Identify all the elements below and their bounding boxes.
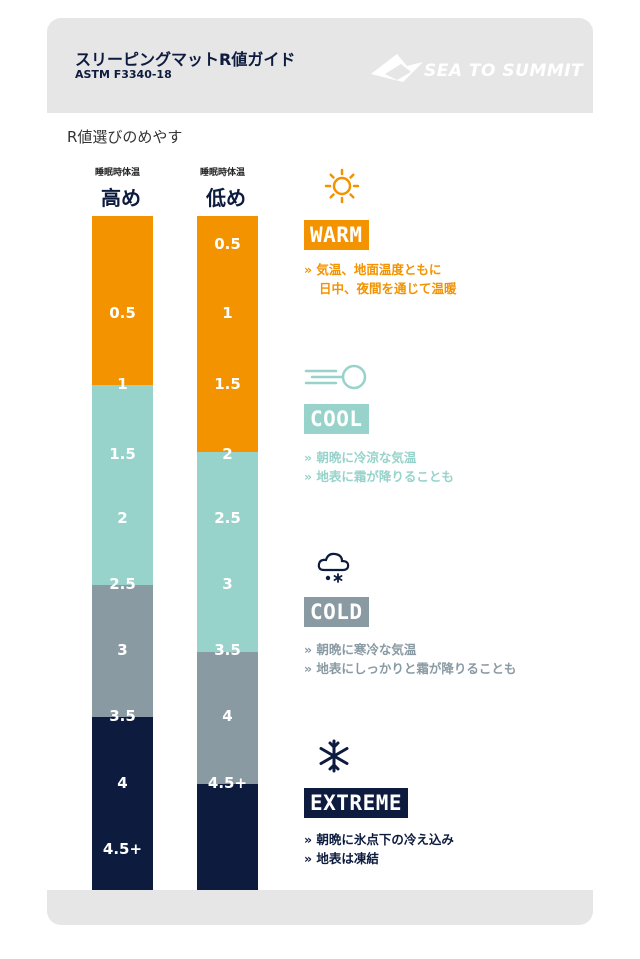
column-2-small-label: 睡眠時体温 [200, 168, 246, 178]
column-1-small-label: 睡眠時体温 [95, 168, 141, 178]
r-value-label: 3.5 [109, 707, 136, 726]
r-value-label: 3.5 [214, 641, 241, 660]
column-2-big-label: 低め [206, 186, 246, 210]
page-title: スリーピングマットR値ガイド [75, 50, 296, 69]
cold-line-1: » 朝晩に寒冷な気温 [304, 642, 417, 657]
r-value-label: 4.5+ [102, 839, 143, 858]
page-subtitle: ASTM F3340-18 [75, 68, 172, 81]
r-value-label: 2.5 [214, 509, 241, 528]
r-value-bar-low: 0.5 1 1.5 2 2.5 3 3.5 4 4.5+ [197, 216, 258, 890]
bar-segment-warm [92, 216, 153, 385]
r-value-label: 2 [117, 509, 128, 528]
mountain-logo-icon [371, 54, 423, 82]
r-value-label: 2 [222, 444, 233, 463]
extreme-badge: EXTREME [304, 788, 409, 818]
wind-icon [304, 364, 367, 390]
logo-text: SEA TO SUMMIT [424, 61, 584, 81]
warm-line-1: » 気温、地面温度ともに [304, 262, 442, 277]
sun-icon [324, 168, 360, 204]
cool-line-1: » 朝晩に冷涼な気温 [304, 450, 417, 465]
extreme-description: » 朝晩に氷点下の冷え込み » 地表は凍結 [304, 830, 454, 868]
cold-badge: COLD [304, 597, 369, 627]
r-value-label: 3 [117, 641, 128, 660]
r-value-bar-high: 0.5 1 1.5 2 2.5 3 3.5 4 4.5+ [92, 216, 153, 890]
r-value-label: 4 [222, 707, 233, 726]
warm-badge: WARM [304, 220, 369, 250]
cloud-snow-icon [317, 552, 350, 583]
bar-segment-cold [197, 652, 258, 785]
extreme-line-2: » 地表は凍結 [304, 851, 379, 866]
warm-description: » 気温、地面温度ともに 日中、夜間を通じて温暖 [304, 260, 457, 298]
cold-line-2: » 地表にしっかりと霜が降りることも [304, 661, 517, 676]
r-value-label: 1.5 [109, 444, 136, 463]
r-value-label: 4.5+ [207, 773, 248, 792]
guide-label: R値選びのめやす [67, 128, 183, 146]
bar-segment-cool [197, 451, 258, 653]
column-1-big-label: 高め [101, 186, 141, 210]
snowflake-icon [319, 739, 349, 773]
bar-segment-cool [92, 384, 153, 586]
cool-badge: COOL [304, 404, 369, 434]
r-value-label: 0.5 [214, 234, 241, 253]
r-value-label: 1 [117, 374, 128, 393]
bar-segment-cold [92, 585, 153, 718]
r-value-label: 1.5 [214, 374, 241, 393]
brand-logo: SEA TO SUMMIT [367, 50, 583, 90]
bar-segment-extreme [92, 717, 153, 890]
cool-description: » 朝晩に冷涼な気温 » 地表に霜が降りることも [304, 448, 454, 486]
r-value-label: 3 [222, 575, 233, 594]
bar-segment-extreme [197, 784, 258, 890]
r-value-label: 2.5 [109, 575, 136, 594]
cool-line-2: » 地表に霜が降りることも [304, 469, 454, 484]
bar-segment-warm [197, 216, 258, 452]
cold-description: » 朝晩に寒冷な気温 » 地表にしっかりと霜が降りることも [304, 640, 516, 678]
warm-line-2: 日中、夜間を通じて温暖 [319, 281, 457, 296]
r-value-label: 0.5 [109, 303, 136, 322]
r-value-label: 1 [222, 303, 233, 322]
r-value-label: 4 [117, 773, 128, 792]
header: スリーピングマットR値ガイド ASTM F3340-18 SEA TO SUMM… [47, 18, 593, 113]
extreme-line-1: » 朝晩に氷点下の冷え込み [304, 832, 454, 847]
